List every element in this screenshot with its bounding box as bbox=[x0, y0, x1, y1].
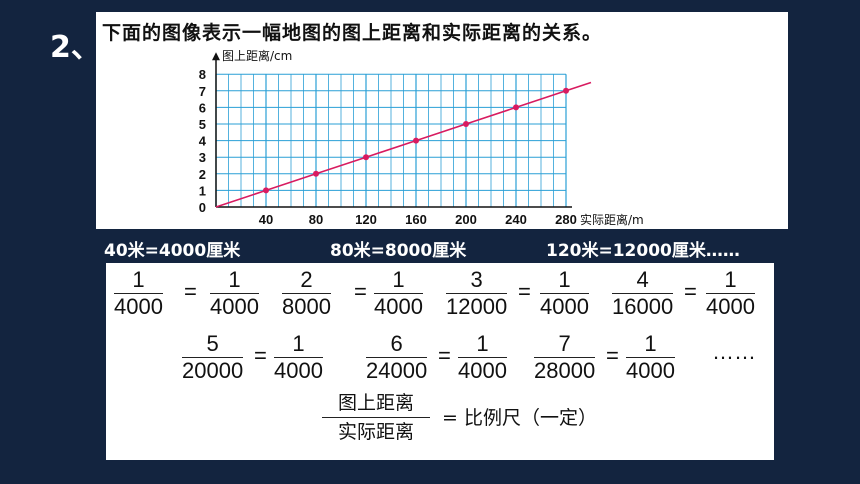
y-tick-label: 0 bbox=[199, 200, 206, 215]
conversion-2: 80米=8000厘米 bbox=[330, 241, 467, 261]
x-axis-label: 实际距离/m bbox=[580, 212, 644, 227]
data-point bbox=[563, 87, 569, 94]
x-tick-label: 40 bbox=[259, 212, 273, 227]
fraction: 5 20000 bbox=[182, 331, 244, 383]
y-tick-label: 2 bbox=[199, 167, 206, 182]
fraction: 1 4000 bbox=[210, 267, 259, 319]
fraction: 1 4000 bbox=[540, 267, 589, 319]
fraction: 1 4000 bbox=[626, 331, 675, 383]
y-tick-label: 8 bbox=[199, 67, 206, 82]
equals-sign: = bbox=[684, 279, 697, 304]
data-point bbox=[463, 121, 469, 127]
numerator-label: 图上距离 bbox=[337, 392, 414, 414]
conversion-1: 40米=4000厘米 bbox=[104, 241, 241, 261]
y-tick-label: 6 bbox=[199, 100, 206, 115]
fraction: 1 4000 bbox=[274, 331, 323, 383]
fraction: 1 4000 bbox=[458, 331, 507, 383]
fraction: 1 4000 bbox=[114, 267, 163, 319]
data-point bbox=[363, 154, 369, 161]
question-number: 2、 bbox=[50, 30, 101, 65]
y-tick-label: 4 bbox=[199, 134, 207, 149]
fraction: 4 16000 bbox=[612, 267, 674, 319]
equals-sign: = bbox=[254, 343, 267, 368]
graph-panel: 40 80 120 160 200 240 280 0 1 2 3 4 5 6 7 8 实际距离/m 图上距离/c… bbox=[96, 12, 788, 229]
y-tick-label: 3 bbox=[199, 150, 206, 165]
fraction: 6 24000 bbox=[366, 331, 428, 383]
x-tick-label: 280 bbox=[555, 212, 577, 227]
x-tick-label: 80 bbox=[309, 212, 323, 227]
y-tick-label: 5 bbox=[199, 117, 206, 132]
y-axis-arrow bbox=[212, 52, 220, 61]
fraction: 7 28000 bbox=[534, 331, 596, 383]
data-point bbox=[413, 137, 419, 144]
y-tick-label: 7 bbox=[199, 84, 206, 99]
data-point bbox=[313, 170, 319, 177]
fraction: 3 12000 bbox=[446, 267, 508, 319]
data-point bbox=[513, 104, 519, 111]
fraction: 1 4000 bbox=[374, 267, 423, 319]
x-tick-label: 120 bbox=[355, 212, 377, 227]
conversion-3: 120米=12000厘米…… bbox=[546, 241, 740, 261]
scale-line-chart: 40 80 120 160 200 240 280 0 12 34 5 67 8 实际距离/m 图上距离/c… bbox=[199, 48, 644, 227]
equals-sign: = bbox=[184, 279, 197, 304]
y-tick-label: 1 bbox=[199, 183, 206, 198]
x-tick-label: 200 bbox=[455, 212, 477, 227]
equals-sign: = bbox=[606, 343, 619, 368]
ratio-panel: 1 4000 = 1 4000 2 8000 = 1 4000 3 12000 = 1 40… bbox=[106, 263, 774, 460]
fraction: 2 8000 bbox=[282, 267, 331, 319]
equals-sign: = bbox=[438, 343, 451, 368]
scale-definition-result: = 比例尺（一定） bbox=[442, 407, 597, 429]
denominator-label: 实际距离 bbox=[337, 421, 414, 443]
x-tick-label: 160 bbox=[405, 212, 427, 227]
y-axis-label: 图上距离/cm bbox=[222, 48, 292, 63]
data-point bbox=[263, 187, 269, 194]
question-title: 下面的图像表示一幅地图的图上距离和实际距离的关系。 bbox=[102, 22, 603, 44]
fraction: 1 4000 bbox=[706, 267, 755, 319]
x-tick-label: 240 bbox=[505, 212, 527, 227]
equals-sign: = bbox=[518, 279, 531, 304]
ellipsis: …… bbox=[712, 339, 756, 364]
equals-sign: = bbox=[354, 279, 367, 304]
scale-definition-fraction: 图上距离 实际距离 bbox=[322, 389, 430, 446]
